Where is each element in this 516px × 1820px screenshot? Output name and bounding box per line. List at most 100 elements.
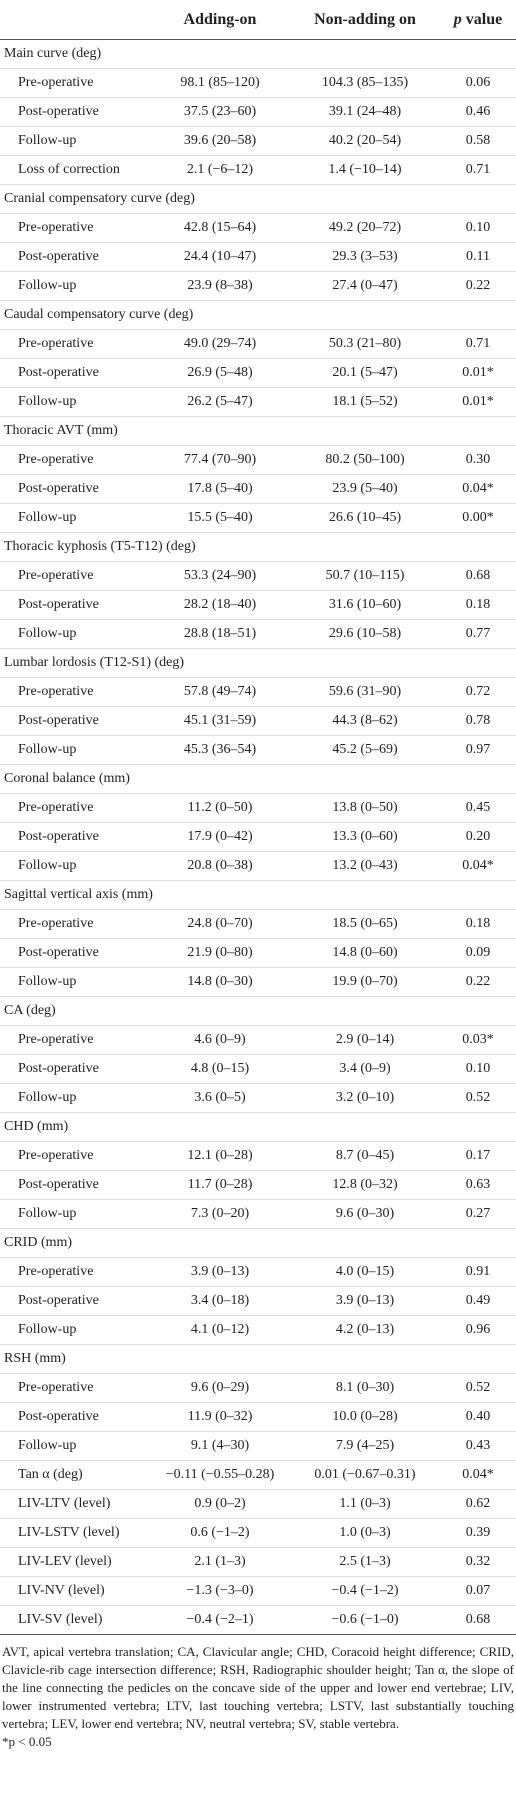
data-row: Pre-operative 3.9 (0–13) 4.0 (0–15) 0.91 bbox=[0, 1257, 516, 1287]
cell: 11.9 (0–32) bbox=[150, 1402, 290, 1432]
group-row: Coronal balance (mm) bbox=[0, 764, 516, 794]
cell: 4.1 (0–12) bbox=[150, 1315, 290, 1345]
group-row: Thoracic AVT (mm) bbox=[0, 416, 516, 446]
cell: 0.43 bbox=[440, 1431, 516, 1461]
cell: 77.4 (70–90) bbox=[150, 445, 290, 475]
data-row: Post-operative 37.5 (23–60) 39.1 (24–48) 0.… bbox=[0, 97, 516, 127]
cell: 0.07 bbox=[440, 1576, 516, 1606]
cell: 0.01* bbox=[440, 358, 516, 388]
footnote: AVT, apical vertebra translation; CA, Cl… bbox=[0, 1635, 516, 1751]
group-row: CHD (mm) bbox=[0, 1112, 516, 1142]
row-label: Post-operative bbox=[0, 706, 150, 736]
cell: 23.9 (5–40) bbox=[290, 474, 440, 504]
cell: 39.1 (24–48) bbox=[290, 97, 440, 127]
data-row: LIV-NV (level) −1.3 (−3–0) −0.4 (−1–2) 0.07 bbox=[0, 1576, 516, 1606]
cell: 0.20 bbox=[440, 822, 516, 852]
cell: 24.8 (0–70) bbox=[150, 909, 290, 939]
significance-note: *p < 0.05 bbox=[2, 1734, 52, 1749]
cell: 12.1 (0–28) bbox=[150, 1141, 290, 1171]
cell: 0.27 bbox=[440, 1199, 516, 1229]
table-body: Main curve (deg) Pre-operative 98.1 (85–12… bbox=[0, 39, 516, 1635]
data-row: Pre-operative 24.8 (0–70) 18.5 (0–65) 0.18 bbox=[0, 909, 516, 939]
data-row: Pre-operative 12.1 (0–28) 8.7 (0–45) 0.17 bbox=[0, 1141, 516, 1171]
cell: 20.8 (0–38) bbox=[150, 851, 290, 881]
row-label: Pre-operative bbox=[0, 793, 150, 823]
cell: 27.4 (0–47) bbox=[290, 271, 440, 301]
group-row: CA (deg) bbox=[0, 996, 516, 1026]
cell: 0.06 bbox=[440, 68, 516, 98]
cell: 15.5 (5–40) bbox=[150, 503, 290, 533]
cell: 26.2 (5–47) bbox=[150, 387, 290, 417]
footnote-text: AVT, apical vertebra translation; CA, Cl… bbox=[2, 1644, 514, 1731]
row-label: LIV-SV (level) bbox=[0, 1605, 150, 1635]
cell: 0.32 bbox=[440, 1547, 516, 1577]
cell: 28.8 (18–51) bbox=[150, 619, 290, 649]
cell: 80.2 (50–100) bbox=[290, 445, 440, 475]
row-label: Follow-up bbox=[0, 735, 150, 765]
cell: 59.6 (31–90) bbox=[290, 677, 440, 707]
cell: 50.7 (10–115) bbox=[290, 561, 440, 591]
cell: 17.8 (5–40) bbox=[150, 474, 290, 504]
data-row: Follow-up 7.3 (0–20) 9.6 (0–30) 0.27 bbox=[0, 1199, 516, 1229]
row-label: Post-operative bbox=[0, 1170, 150, 1200]
group-row: Caudal compensatory curve (deg) bbox=[0, 300, 516, 330]
row-label: Loss of correction bbox=[0, 155, 150, 185]
data-row: Post-operative 17.9 (0–42) 13.3 (0–60) 0.20 bbox=[0, 822, 516, 852]
cell: 31.6 (10–60) bbox=[290, 590, 440, 620]
cell: 0.49 bbox=[440, 1286, 516, 1316]
row-label: Follow-up bbox=[0, 387, 150, 417]
row-label: Main curve (deg) bbox=[0, 39, 516, 69]
data-row: Post-operative 45.1 (31–59) 44.3 (8–62) 0.7… bbox=[0, 706, 516, 736]
data-row: Follow-up 39.6 (20–58) 40.2 (20–54) 0.58 bbox=[0, 126, 516, 156]
cell: 12.8 (0–32) bbox=[290, 1170, 440, 1200]
cell: 0.96 bbox=[440, 1315, 516, 1345]
data-row: Post-operative 4.8 (0–15) 3.4 (0–9) 0.10 bbox=[0, 1054, 516, 1084]
data-row: Follow-up 4.1 (0–12) 4.2 (0–13) 0.96 bbox=[0, 1315, 516, 1345]
row-label: Sagittal vertical axis (mm) bbox=[0, 880, 516, 910]
column-header: p value bbox=[440, 0, 516, 40]
group-row: Main curve (deg) bbox=[0, 39, 516, 69]
group-row: Thoracic kyphosis (T5-T12) (deg) bbox=[0, 532, 516, 562]
data-row: Post-operative 3.4 (0–18) 3.9 (0–13) 0.49 bbox=[0, 1286, 516, 1316]
cell: 44.3 (8–62) bbox=[290, 706, 440, 736]
row-label: CHD (mm) bbox=[0, 1112, 516, 1142]
cell: 0.6 (−1–2) bbox=[150, 1518, 290, 1548]
cell: 2.9 (0–14) bbox=[290, 1025, 440, 1055]
data-row: Pre-operative 98.1 (85–120) 104.3 (85–135)… bbox=[0, 68, 516, 98]
row-label: Pre-operative bbox=[0, 213, 150, 243]
data-table: Adding-on Non-adding on p value Main cur… bbox=[0, 0, 516, 1635]
data-row: Pre-operative 53.3 (24–90) 50.7 (10–115) 0.… bbox=[0, 561, 516, 591]
data-row: Post-operative 21.9 (0–80) 14.8 (0–60) 0.09 bbox=[0, 938, 516, 968]
cell: 0.77 bbox=[440, 619, 516, 649]
cell: 0.18 bbox=[440, 909, 516, 939]
cell: 0.03* bbox=[440, 1025, 516, 1055]
row-label: LIV-LSTV (level) bbox=[0, 1518, 150, 1548]
cell: −1.3 (−3–0) bbox=[150, 1576, 290, 1606]
cell: 29.6 (10–58) bbox=[290, 619, 440, 649]
cell: 3.9 (0–13) bbox=[290, 1286, 440, 1316]
group-row: Sagittal vertical axis (mm) bbox=[0, 880, 516, 910]
row-label: Follow-up bbox=[0, 503, 150, 533]
cell: 0.11 bbox=[440, 242, 516, 272]
row-label: Pre-operative bbox=[0, 1141, 150, 1171]
cell: 0.68 bbox=[440, 561, 516, 591]
data-row: LIV-LTV (level) 0.9 (0–2) 1.1 (0–3) 0.62 bbox=[0, 1489, 516, 1519]
cell: −0.4 (−1–2) bbox=[290, 1576, 440, 1606]
row-label: Pre-operative bbox=[0, 445, 150, 475]
cell: 0.18 bbox=[440, 590, 516, 620]
data-row: Post-operative 24.4 (10–47) 29.3 (3–53) 0.1… bbox=[0, 242, 516, 272]
cell: −0.11 (−0.55–0.28) bbox=[150, 1460, 290, 1490]
data-row: Follow-up 23.9 (8–38) 27.4 (0–47) 0.22 bbox=[0, 271, 516, 301]
cell: 9.6 (0–30) bbox=[290, 1199, 440, 1229]
cell: 0.63 bbox=[440, 1170, 516, 1200]
data-row: Pre-operative 11.2 (0–50) 13.8 (0–50) 0.45 bbox=[0, 793, 516, 823]
cell: 0.62 bbox=[440, 1489, 516, 1519]
row-label: Post-operative bbox=[0, 358, 150, 388]
p-symbol: p bbox=[453, 10, 462, 28]
row-label: Follow-up bbox=[0, 619, 150, 649]
cell: 0.17 bbox=[440, 1141, 516, 1171]
cell: 0.39 bbox=[440, 1518, 516, 1548]
data-row: Post-operative 28.2 (18–40) 31.6 (10–60) 0.… bbox=[0, 590, 516, 620]
row-label: Pre-operative bbox=[0, 677, 150, 707]
